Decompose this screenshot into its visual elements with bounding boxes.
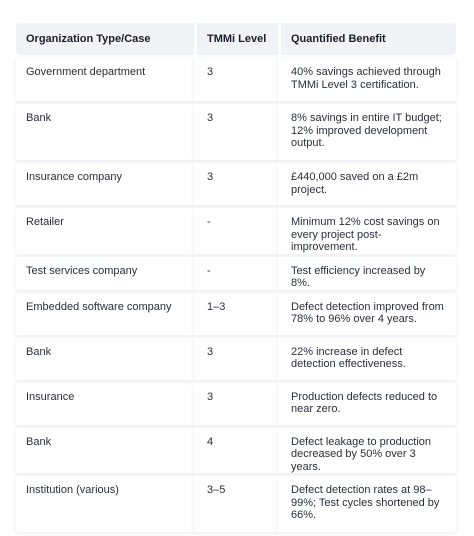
cell-benefit: Production defects reduced to near zero. [278, 382, 456, 425]
table-row: Bank 3 8% savings in entire IT budget; 1… [16, 104, 456, 160]
cell-benefit: 8% savings in entire IT budget; 12% impr… [278, 104, 456, 160]
tmmi-benefits-table: Organization Type/Case TMMi Level Quanti… [16, 20, 456, 535]
cell-tmmi-level: 3 [194, 337, 278, 380]
table-row: Bank 4 Defect leakage to production decr… [16, 427, 456, 473]
table-row: Insurance company 3 £440,000 saved on a … [16, 163, 456, 205]
table-row: Insurance 3 Production defects reduced t… [16, 382, 456, 425]
cell-benefit: Defect leakage to production decreased b… [278, 427, 456, 473]
cell-benefit: 22% increase in defect detection effecti… [278, 337, 456, 380]
cell-organization: Insurance company [16, 163, 194, 205]
cell-tmmi-level: - [194, 256, 278, 290]
table-row: Embedded software company 1–3 Defect det… [16, 292, 456, 335]
cell-organization: Embedded software company [16, 292, 194, 335]
table-row: Bank 3 22% increase in defect detection … [16, 337, 456, 380]
cell-organization: Bank [16, 337, 194, 380]
benefits-table-container: Organization Type/Case TMMi Level Quanti… [16, 20, 456, 535]
cell-tmmi-level: 3 [194, 58, 278, 101]
table-header-row: Organization Type/Case TMMi Level Quanti… [16, 23, 456, 55]
cell-organization: Test services company [16, 256, 194, 290]
cell-organization: Government department [16, 58, 194, 101]
cell-benefit: Defect detection improved from 78% to 96… [278, 292, 456, 335]
cell-tmmi-level: 1–3 [194, 292, 278, 335]
header-tmmi-level: TMMi Level [194, 23, 278, 55]
cell-tmmi-level: 4 [194, 427, 278, 473]
cell-tmmi-level: - [194, 208, 278, 254]
cell-tmmi-level: 3–5 [194, 476, 278, 532]
cell-organization: Institution (various) [16, 476, 194, 532]
cell-benefit: Test efficiency increased by 8%. [278, 256, 456, 290]
cell-organization: Retailer [16, 208, 194, 254]
cell-benefit: Defect detection rates at 98–99%; Test c… [278, 476, 456, 532]
header-quantified-benefit: Quantified Benefit [278, 23, 456, 55]
cell-benefit: £440,000 saved on a £2m project. [278, 163, 456, 205]
table-row: Government department 3 40% savings achi… [16, 58, 456, 101]
cell-tmmi-level: 3 [194, 382, 278, 425]
cell-organization: Bank [16, 427, 194, 473]
cell-organization: Bank [16, 104, 194, 160]
cell-tmmi-level: 3 [194, 104, 278, 160]
cell-benefit: Minimum 12% cost savings on every projec… [278, 208, 456, 254]
cell-benefit: 40% savings achieved through TMMi Level … [278, 58, 456, 101]
header-organization-type: Organization Type/Case [16, 23, 194, 55]
table-row: Test services company - Test efficiency … [16, 256, 456, 290]
cell-tmmi-level: 3 [194, 163, 278, 205]
table-row: Institution (various) 3–5 Defect detecti… [16, 476, 456, 532]
table-row: Retailer - Minimum 12% cost savings on e… [16, 208, 456, 254]
cell-organization: Insurance [16, 382, 194, 425]
